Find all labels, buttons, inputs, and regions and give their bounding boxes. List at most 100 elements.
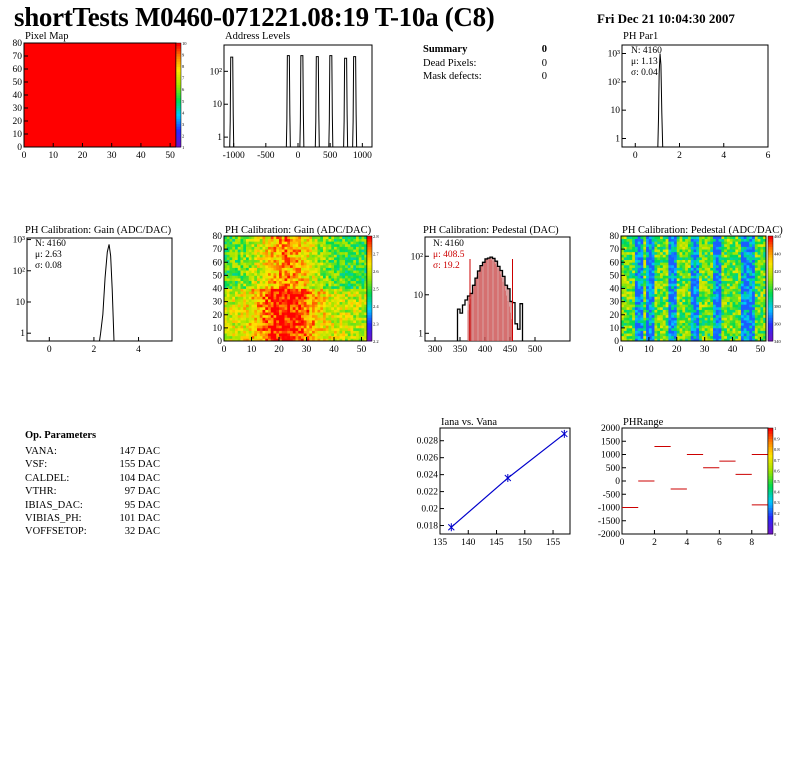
heatmap-cell	[738, 291, 742, 295]
heatmap-cell	[312, 312, 316, 316]
heatmap-cell	[676, 285, 680, 289]
heatmap-cell	[246, 272, 250, 276]
heatmap-cell	[276, 249, 280, 253]
heatmap-cell	[626, 264, 630, 268]
heatmap-cell	[246, 270, 250, 274]
heatmap-cell	[232, 272, 236, 276]
heatmap-cell	[306, 267, 310, 271]
y-tick-label: 10²	[210, 67, 223, 77]
heatmap-cell	[248, 309, 252, 313]
heatmap-cell	[345, 288, 349, 292]
heatmap-cell	[268, 285, 272, 289]
heatmap-cell	[726, 278, 731, 282]
heatmap-cell	[735, 254, 739, 258]
heatmap-cell	[760, 262, 764, 266]
heatmap-cell	[632, 330, 636, 334]
heatmap-cell	[259, 285, 263, 289]
heatmap-cell	[290, 309, 294, 313]
y-tick-label: 50	[213, 271, 223, 281]
heatmap-cell	[224, 262, 228, 266]
heatmap-cell	[665, 262, 669, 266]
heatmap-cell	[763, 236, 767, 240]
heatmap-cell	[707, 301, 711, 305]
param-value: 95 DAC	[124, 499, 160, 511]
heatmap-cell	[262, 291, 266, 295]
heatmap-cell	[738, 259, 742, 263]
heatmap-cell	[342, 314, 346, 318]
heatmap-cell	[637, 304, 641, 308]
heatmap-cell	[718, 312, 722, 316]
summary-row-value: 0	[541, 58, 547, 69]
address-peak	[229, 56, 235, 148]
heatmap-cell	[696, 262, 700, 266]
heatmap-cell	[715, 293, 719, 297]
heatmap-cell	[347, 264, 351, 268]
heatmap-cell	[673, 236, 678, 240]
heatmap-cell	[273, 325, 277, 329]
heatmap-cell	[276, 259, 280, 263]
heatmap-cell	[735, 296, 739, 300]
heatmap-cell	[317, 299, 321, 303]
heatmap-cell	[699, 325, 703, 329]
heatmap-cell	[710, 299, 714, 303]
colorbar-label: 2.2	[373, 339, 379, 344]
heatmap-cell	[754, 293, 759, 297]
heatmap-cell	[704, 314, 708, 318]
heatmap-cell	[364, 304, 368, 308]
heatmap-cell	[268, 264, 272, 268]
heatmap-cell	[626, 259, 630, 263]
heatmap-cell	[732, 338, 736, 342]
heatmap-cell	[309, 251, 313, 255]
heatmap-cell	[290, 291, 294, 295]
heatmap-cell	[754, 317, 759, 321]
heatmap-cell	[254, 243, 258, 247]
heatmap-cell	[339, 317, 343, 321]
heatmap-cell	[634, 246, 639, 250]
heatmap-cell	[276, 280, 280, 284]
heatmap-cell	[754, 299, 759, 303]
heatmap-cell	[690, 314, 694, 318]
heatmap-cell	[336, 325, 340, 329]
heatmap-cell	[281, 335, 285, 339]
heatmap-cell	[660, 327, 664, 331]
colorbar-cell	[367, 254, 372, 258]
heatmap-cell	[268, 312, 272, 316]
heatmap-cell	[707, 333, 711, 337]
heatmap-cell	[364, 301, 368, 305]
heatmap-cell	[704, 243, 708, 247]
heatmap-cell	[336, 241, 340, 245]
heatmap-cell	[676, 288, 680, 292]
heatmap-cell	[356, 306, 360, 310]
heatmap-cell	[331, 249, 335, 253]
heatmap-cell	[232, 306, 236, 310]
colorbar-cell	[367, 338, 372, 342]
heatmap-cell	[312, 327, 316, 331]
heatmap-cell	[243, 257, 247, 261]
heatmap-cell	[651, 285, 655, 289]
heatmap-cell	[301, 338, 305, 342]
heatmap-cell	[651, 293, 655, 297]
heatmap-cell	[743, 267, 747, 271]
heatmap-cell	[276, 291, 280, 295]
heatmap-cell	[334, 312, 338, 316]
heatmap-cell	[648, 312, 653, 316]
heatmap-cell	[350, 314, 354, 318]
heatmap-cell	[306, 249, 310, 253]
heatmap-cell	[671, 278, 675, 282]
heatmap-cell	[732, 288, 736, 292]
heatmap-cell	[648, 243, 653, 247]
heatmap-cell	[224, 330, 228, 334]
heatmap-cell	[265, 338, 269, 342]
heatmap-cell	[718, 301, 722, 305]
heatmap-cell	[701, 257, 706, 261]
heatmap-cell	[279, 270, 283, 274]
heatmap-cell	[657, 322, 661, 326]
heatmap-cell	[707, 325, 711, 329]
heatmap-cell	[671, 320, 675, 324]
heatmap-cell	[693, 278, 697, 282]
pixel-map-fill	[24, 43, 176, 147]
heatmap-cell	[710, 317, 714, 321]
heatmap-cell	[339, 285, 343, 289]
heatmap-cell	[673, 280, 678, 284]
heatmap-cell	[657, 278, 661, 282]
